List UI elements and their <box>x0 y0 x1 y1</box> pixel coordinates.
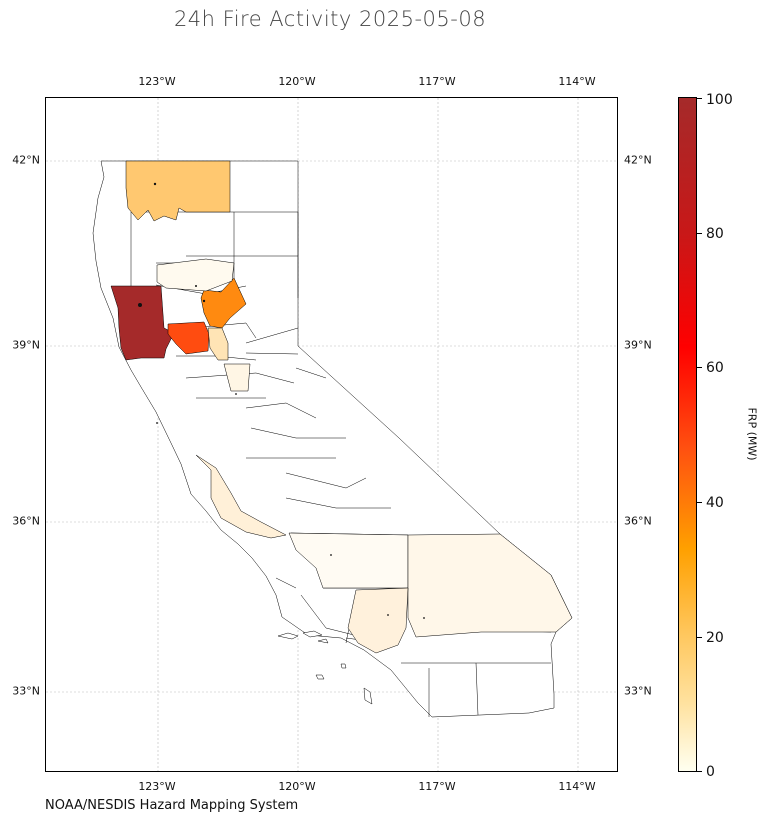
lon-tick-bottom: 123°W <box>138 780 176 793</box>
county-monterey <box>195 454 287 539</box>
channel-islands <box>277 630 373 705</box>
map-title: 24h Fire Activity 2025-05-08 <box>173 7 487 31</box>
lat-tick-right: 42°N <box>624 153 652 167</box>
lon-tick-top: 117°W <box>418 75 456 88</box>
lon-tick-bottom: 114°W <box>558 780 596 793</box>
source-credit: NOAA/NESDIS Hazard Mapping System <box>45 798 299 813</box>
colorbar-tick-label: 20 <box>706 630 724 646</box>
lon-tick-bottom: 117°W <box>418 780 456 793</box>
california-county-map <box>46 98 617 771</box>
lon-tick-bottom: 120°W <box>278 780 316 793</box>
fire-point <box>202 299 206 303</box>
colorbar-tick-label: 0 <box>706 764 715 780</box>
lat-tick-right: 39°N <box>624 338 652 352</box>
lat-tick-left: 39°N <box>12 338 40 352</box>
colorbar-tick-mark <box>697 502 702 503</box>
fire-detections <box>138 182 425 619</box>
lat-tick-left: 36°N <box>12 514 40 528</box>
lon-tick-top: 123°W <box>138 75 176 88</box>
county-tehama <box>156 258 235 292</box>
colorbar-tick-mark <box>697 233 702 234</box>
fire-point <box>423 617 425 619</box>
lat-tick-right: 33°N <box>624 684 652 698</box>
colorbar-tick-label: 80 <box>706 226 724 242</box>
fire-point <box>138 303 142 307</box>
fire-point <box>153 182 157 186</box>
lat-tick-left: 42°N <box>12 153 40 167</box>
colorbar-tick-mark <box>697 637 702 638</box>
lon-tick-top: 120°W <box>278 75 316 88</box>
colorbar-tick-label: 40 <box>706 495 724 511</box>
colorbar-tick-mark <box>697 771 702 772</box>
county-sacramento <box>223 363 251 392</box>
colorbar-tick-mark <box>697 367 702 368</box>
lon-tick-top: 114°W <box>558 75 596 88</box>
colorbar <box>678 97 697 772</box>
colorbar-tick-label: 60 <box>706 360 724 376</box>
fire-point <box>235 393 237 395</box>
lat-tick-left: 33°N <box>12 684 40 698</box>
county-mendocino <box>110 285 175 361</box>
colorbar-tick-mark <box>697 98 702 99</box>
colorbar-title: FRP (MW) <box>745 407 759 461</box>
county-san-bernardino <box>407 533 573 638</box>
county-siskiyou <box>125 160 231 222</box>
colorbar-tick-label: 100 <box>706 92 733 108</box>
county-butte <box>200 277 247 329</box>
map-frame <box>45 97 618 772</box>
california-state-outline <box>92 160 573 718</box>
fire-point <box>330 554 332 556</box>
fire-point <box>195 285 197 287</box>
county-los-angeles <box>347 587 409 654</box>
county-sutter <box>207 327 229 361</box>
lat-tick-right: 36°N <box>624 514 652 528</box>
fire-point <box>156 422 158 424</box>
fire-point <box>387 614 389 616</box>
county-colusa <box>167 321 210 355</box>
